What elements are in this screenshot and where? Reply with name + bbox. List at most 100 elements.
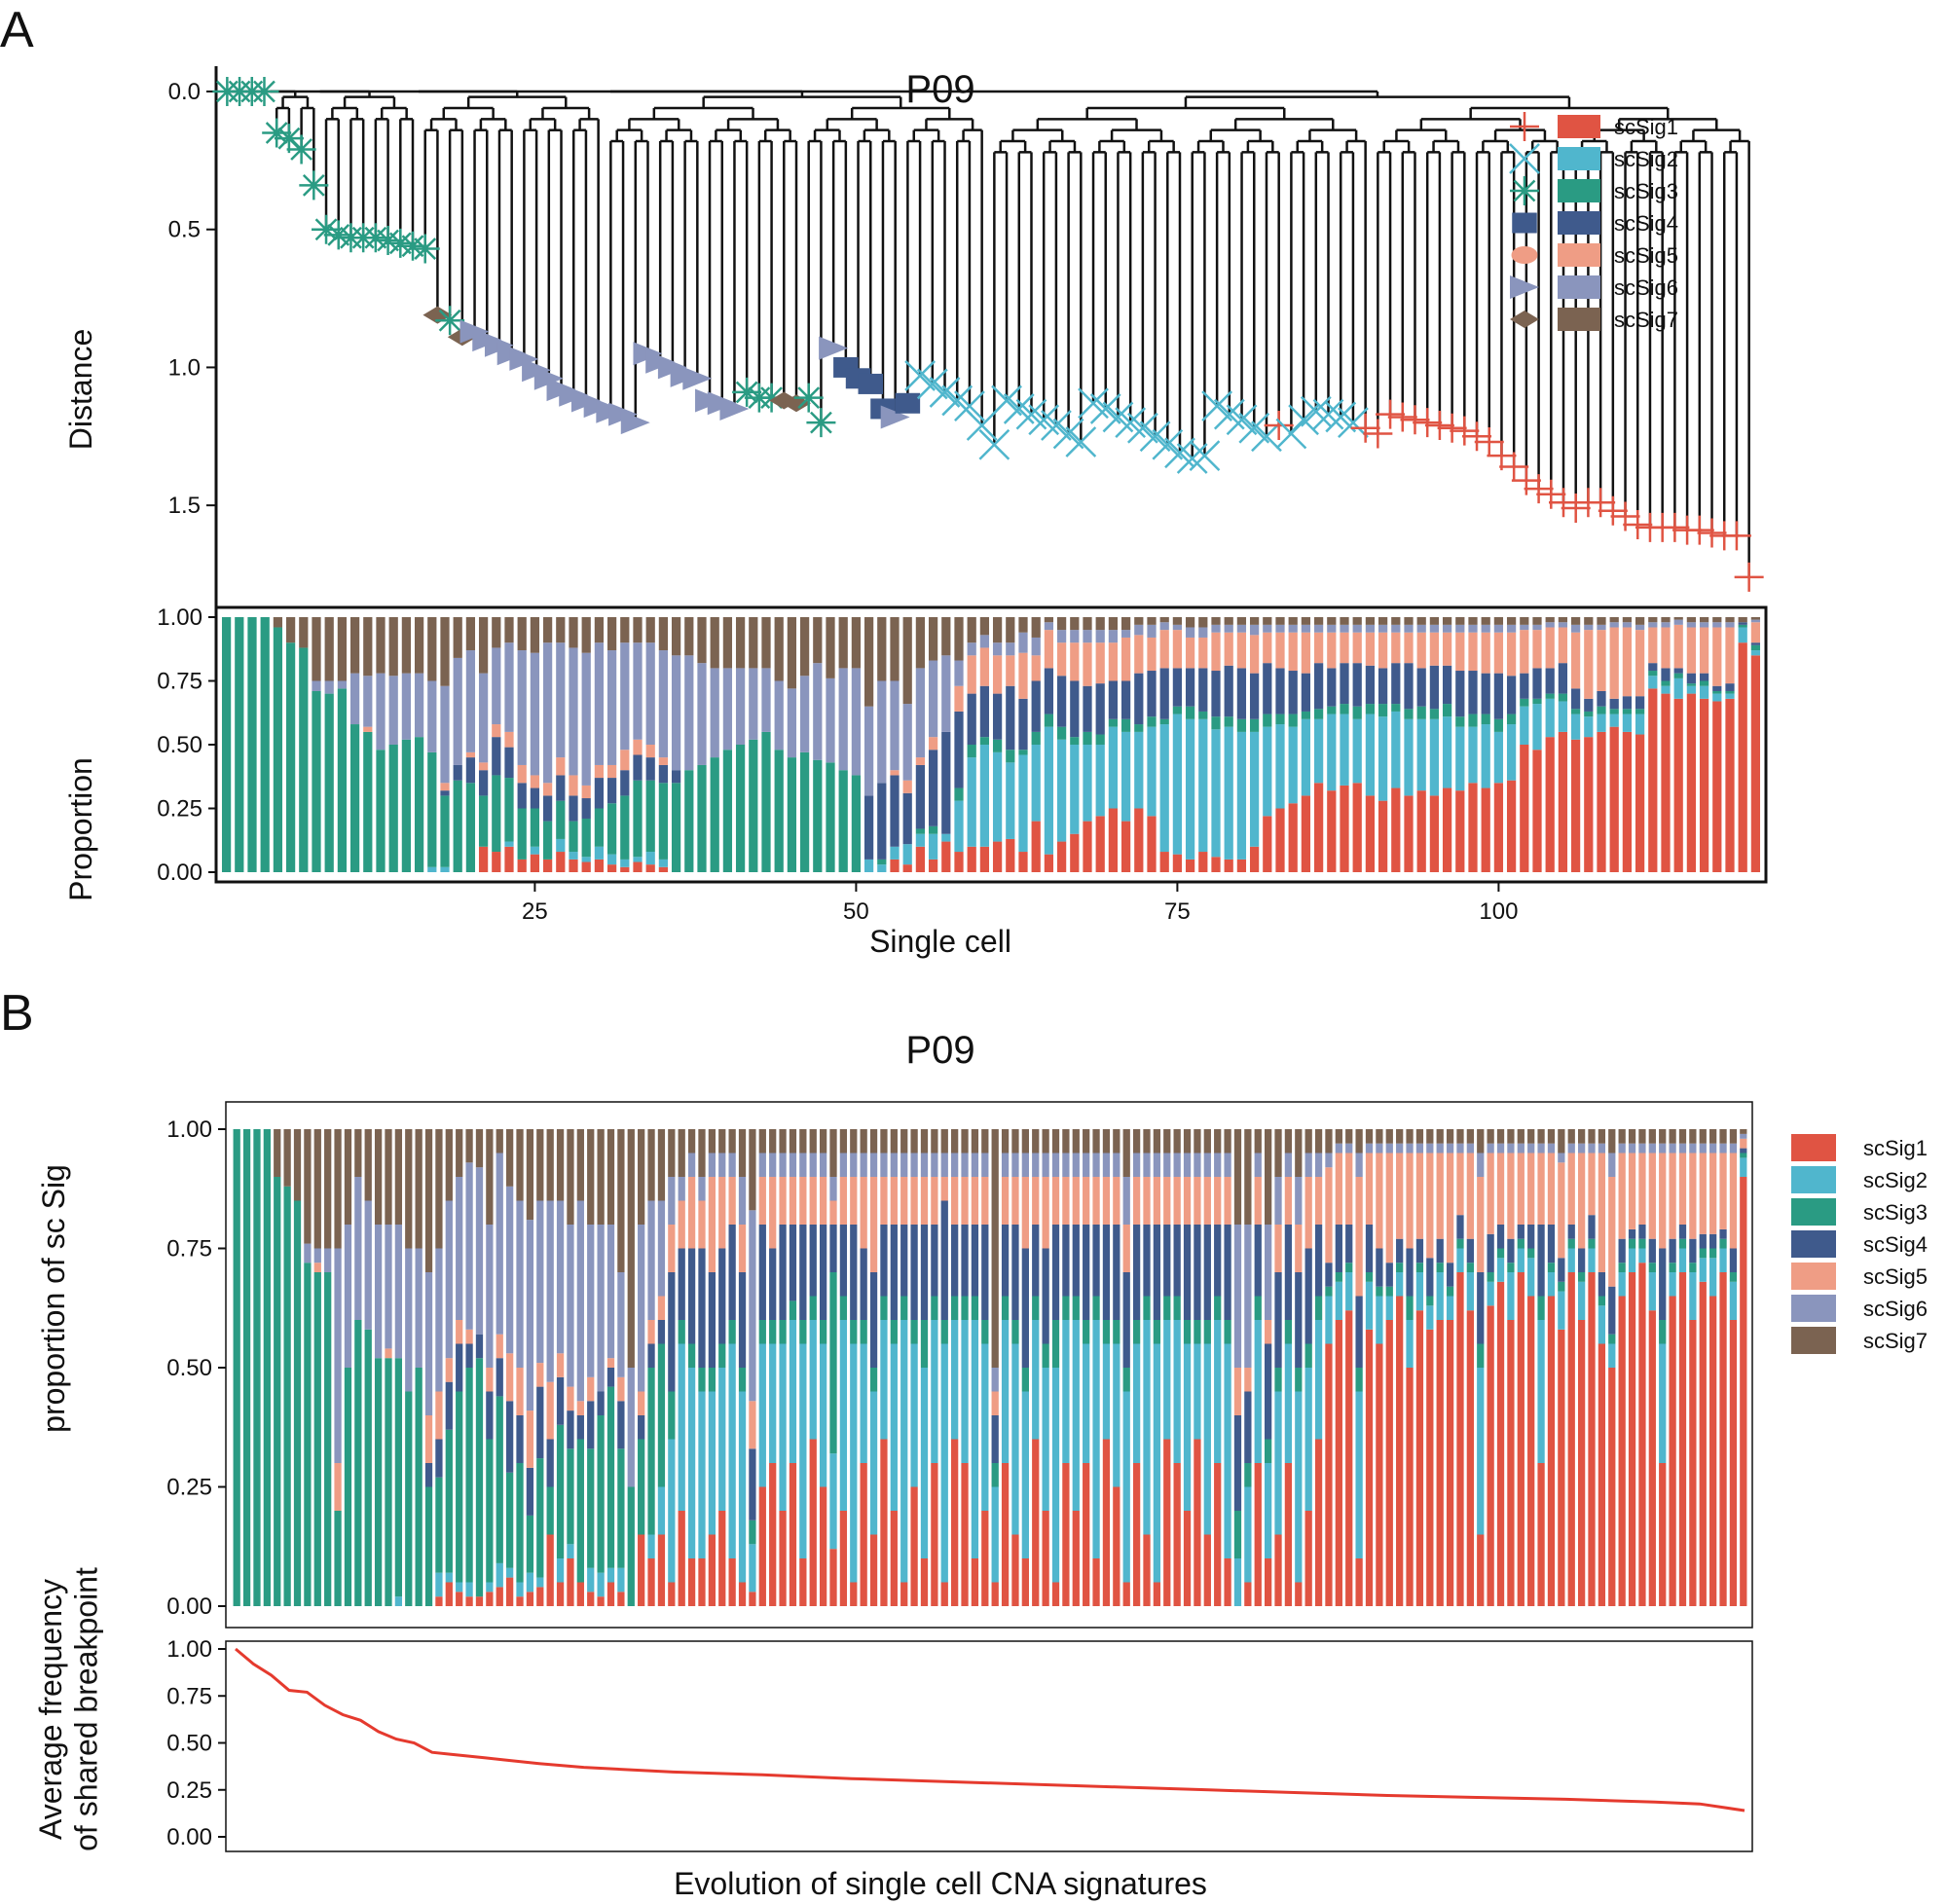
bar-segment [951,1439,959,1606]
bar-segment [1661,693,1671,872]
bar-segment [445,1129,453,1201]
bar-segment [819,1153,827,1177]
bar-segment [1648,1153,1656,1239]
bar-segment [475,1129,484,1168]
bar-segment [1325,1129,1333,1153]
bar-segment [1183,1225,1192,1320]
bar-segment [576,1129,584,1201]
bar-segment [597,1225,605,1392]
bar-segment [1365,1329,1374,1606]
bar-segment [492,647,501,725]
bar-segment [900,1129,908,1153]
bar-segment [1284,1320,1293,1344]
bar-segment [1598,1143,1606,1153]
bar-segment [1233,1368,1242,1415]
bar-segment [1224,1343,1231,1558]
dendrogram-branches [227,90,1750,577]
bar-segment [1709,1258,1717,1297]
plus-icon [1598,495,1628,526]
bar-segment [1455,790,1465,872]
bar-segment [900,1582,908,1606]
frequency-line [235,1647,1745,1812]
bar-segment [769,1129,777,1153]
bar-segment [1264,1558,1272,1606]
bar-segment [698,1248,706,1368]
bar-segment [981,1320,989,1344]
bar-segment [465,1343,473,1368]
plus-icon [1697,518,1727,548]
bar-segment [890,1177,898,1225]
bar-segment [1083,821,1092,872]
bar-segment [728,1343,736,1558]
bar-segment [1056,726,1067,740]
bar-segment [1304,1177,1312,1249]
bar-segment [1021,1129,1029,1153]
bar-segment [504,617,514,643]
bar-segment [1365,1272,1374,1282]
proportion-b-axes: 0.000.250.500.751.00 [166,1117,226,1620]
bar-segment [1275,714,1285,725]
bar-segment [789,1463,797,1606]
bar-segment [1699,1258,1707,1282]
bar-segment [556,617,566,643]
bar-segment [789,1320,797,1463]
bar-segment [860,1463,867,1606]
bar-segment [569,647,578,776]
bar-segment [1527,1258,1535,1297]
bar-segment [1198,617,1208,628]
bar-segment [456,1320,463,1344]
bar-segment [1385,1296,1393,1320]
bar-segment [799,1558,807,1606]
bar-segment [1456,1129,1464,1144]
bar-segment [536,1363,544,1387]
bar-segment [863,795,874,860]
bar-segment [779,1153,787,1177]
bar-segment [789,1300,797,1320]
bar-segment [1609,726,1619,872]
bar-segment [1729,1272,1738,1282]
legend-b-label: scSig6 [1863,1297,1928,1321]
bar-segment [496,1358,503,1397]
bar-segment [1249,731,1260,847]
bar-segment [1122,1368,1130,1392]
legend-a-swatch [1558,211,1600,235]
bar-segment [364,1200,372,1330]
bar-segment [1203,1177,1211,1225]
bar-segment [1558,1162,1565,1259]
bar-segment [465,1582,473,1597]
bar-segment [465,1596,473,1606]
bar-segment [1396,1296,1404,1606]
bar-segment [1466,1238,1475,1263]
bar-segment [1436,1129,1444,1144]
bar-segment [304,1243,312,1263]
bar-segment [961,1463,969,1606]
bar-segment [1254,1296,1262,1320]
bar-segment [687,1153,696,1177]
bar-segment [1577,1281,1586,1320]
bar-segment [606,617,617,651]
bar-segment [344,1129,352,1225]
bar-segment [992,751,1003,842]
bar-segment [1570,739,1581,872]
bar-segment [1628,1272,1636,1606]
bar-segment [829,1272,837,1454]
bar-segment [394,1225,403,1359]
bar-segment [486,1225,494,1368]
bar-segment [617,1401,625,1449]
plus-icon [1684,515,1714,545]
bar-segment [1224,1558,1231,1606]
bar-segment [1712,622,1722,628]
bar-segment [1295,1582,1303,1606]
bar-segment [1496,1129,1505,1144]
bar-segment [505,1577,514,1606]
bar-segment [1588,1215,1596,1239]
bar-segment [1284,1129,1293,1153]
bar-segment [283,1129,291,1187]
bar-segment [567,1225,574,1387]
bar-segment [435,1439,443,1478]
bar-segment [606,1567,615,1583]
bar-segment [1686,685,1697,694]
plus-icon [1524,474,1554,504]
bar-segment [1214,1129,1222,1153]
bar-segment [1095,630,1105,643]
